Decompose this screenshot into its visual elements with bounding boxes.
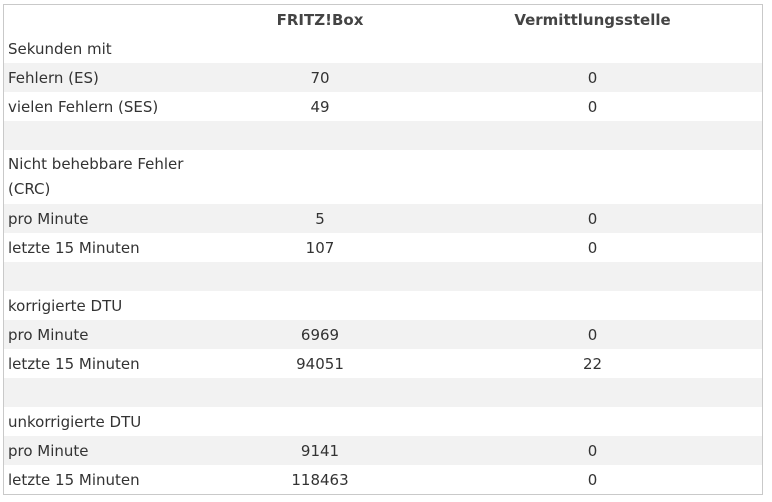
exchange-value: 0 (423, 204, 762, 233)
row-label: vielen Fehlern (SES) (4, 92, 217, 121)
section-title-row: Nicht behebbare Fehler (CRC) (4, 150, 762, 204)
table-row: pro Minute 9141 0 (4, 436, 762, 465)
section-title-corrected-dtu: korrigierte DTU (4, 291, 217, 320)
spacer-row (4, 121, 762, 150)
exchange-value: 0 (423, 320, 762, 349)
table-row: letzte 15 Minuten 94051 22 (4, 349, 762, 378)
exchange-value: 0 (423, 465, 762, 494)
table-row: letzte 15 Minuten 118463 0 (4, 465, 762, 494)
error-statistics-panel: FRITZ!Box Vermittlungsstelle Sekunden mi… (3, 4, 763, 495)
header-exchange: Vermittlungsstelle (423, 5, 762, 34)
row-label: pro Minute (4, 436, 217, 465)
fritzbox-value: 9141 (217, 436, 423, 465)
row-label: letzte 15 Minuten (4, 349, 217, 378)
section-title-row: Sekunden mit (4, 34, 762, 63)
row-label: Fehlern (ES) (4, 63, 217, 92)
fritzbox-value: 6969 (217, 320, 423, 349)
exchange-value: 0 (423, 63, 762, 92)
fritzbox-value: 118463 (217, 465, 423, 494)
row-label: pro Minute (4, 204, 217, 233)
exchange-value: 0 (423, 92, 762, 121)
row-label: letzte 15 Minuten (4, 233, 217, 262)
row-label: pro Minute (4, 320, 217, 349)
spacer-row (4, 378, 762, 407)
spacer-row (4, 262, 762, 291)
row-label: letzte 15 Minuten (4, 465, 217, 494)
section-title-crc: Nicht behebbare Fehler (CRC) (4, 150, 217, 204)
section-title-seconds: Sekunden mit (4, 34, 217, 63)
exchange-value: 0 (423, 233, 762, 262)
fritzbox-value: 107 (217, 233, 423, 262)
section-title-row: unkorrigierte DTU (4, 407, 762, 436)
table-row: vielen Fehlern (SES) 49 0 (4, 92, 762, 121)
header-label-column (4, 5, 217, 34)
fritzbox-value: 5 (217, 204, 423, 233)
fritzbox-value: 49 (217, 92, 423, 121)
section-title-row: korrigierte DTU (4, 291, 762, 320)
header-fritzbox: FRITZ!Box (217, 5, 423, 34)
exchange-value: 22 (423, 349, 762, 378)
fritzbox-value: 94051 (217, 349, 423, 378)
table-row: Fehlern (ES) 70 0 (4, 63, 762, 92)
section-title-uncorrected-dtu: unkorrigierte DTU (4, 407, 217, 436)
table-header-row: FRITZ!Box Vermittlungsstelle (4, 5, 762, 34)
table-row: pro Minute 5 0 (4, 204, 762, 233)
exchange-value: 0 (423, 436, 762, 465)
table-row: pro Minute 6969 0 (4, 320, 762, 349)
fritzbox-value: 70 (217, 63, 423, 92)
table-row: letzte 15 Minuten 107 0 (4, 233, 762, 262)
error-statistics-table: FRITZ!Box Vermittlungsstelle Sekunden mi… (4, 5, 762, 494)
